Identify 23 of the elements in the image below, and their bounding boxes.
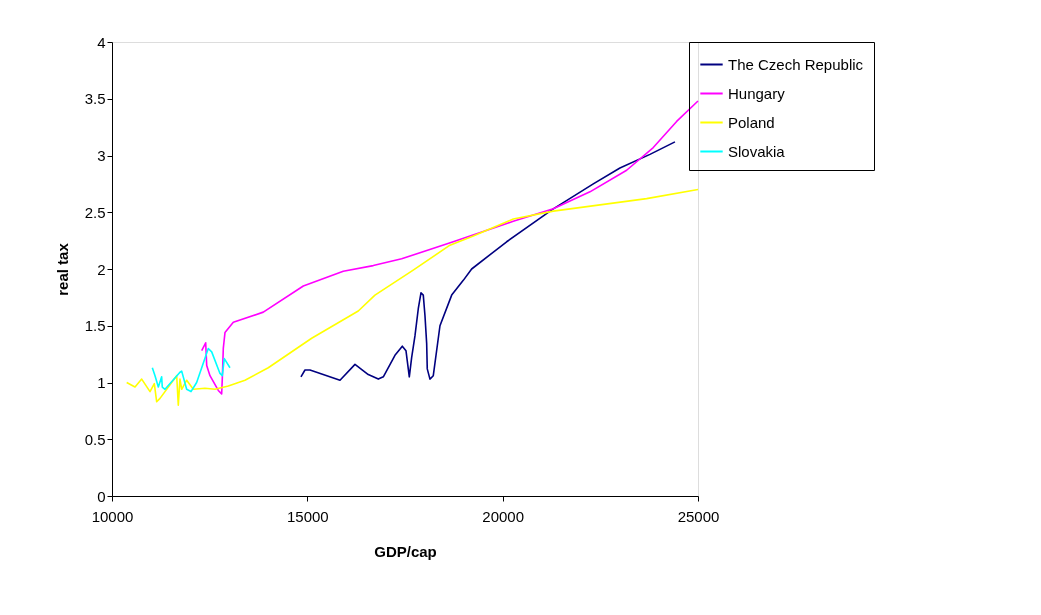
- y-tick-label: 1.5: [84, 317, 106, 335]
- line-series: [200, 100, 699, 395]
- x-tick-label: 10000: [91, 507, 134, 525]
- legend-label: Poland: [728, 113, 775, 131]
- x-tick-label: 15000: [286, 507, 329, 525]
- x-axis-title: GDP/cap: [374, 542, 437, 560]
- y-tick-label: 2.5: [84, 203, 106, 221]
- legend-label: Slovakia: [728, 142, 786, 160]
- legend-label: Hungary: [728, 84, 786, 102]
- y-tick-label: 3.5: [84, 90, 106, 108]
- x-tick-label: 20000: [482, 507, 525, 525]
- line-series: [300, 141, 676, 382]
- line-series: [151, 347, 231, 393]
- y-tick-label: 0: [97, 487, 106, 505]
- line-series: [125, 188, 699, 406]
- legend-label: The Czech Republic: [728, 55, 864, 73]
- y-tick-label: 4: [97, 33, 106, 51]
- x-tick-label: 25000: [677, 507, 720, 525]
- y-tick-label: 1: [97, 374, 106, 391]
- y-axis-title: real tax: [53, 242, 71, 296]
- y-tick-label: 0.5: [84, 430, 106, 448]
- y-tick-label: 2: [97, 260, 106, 278]
- y-tick-label: 3: [97, 147, 106, 164]
